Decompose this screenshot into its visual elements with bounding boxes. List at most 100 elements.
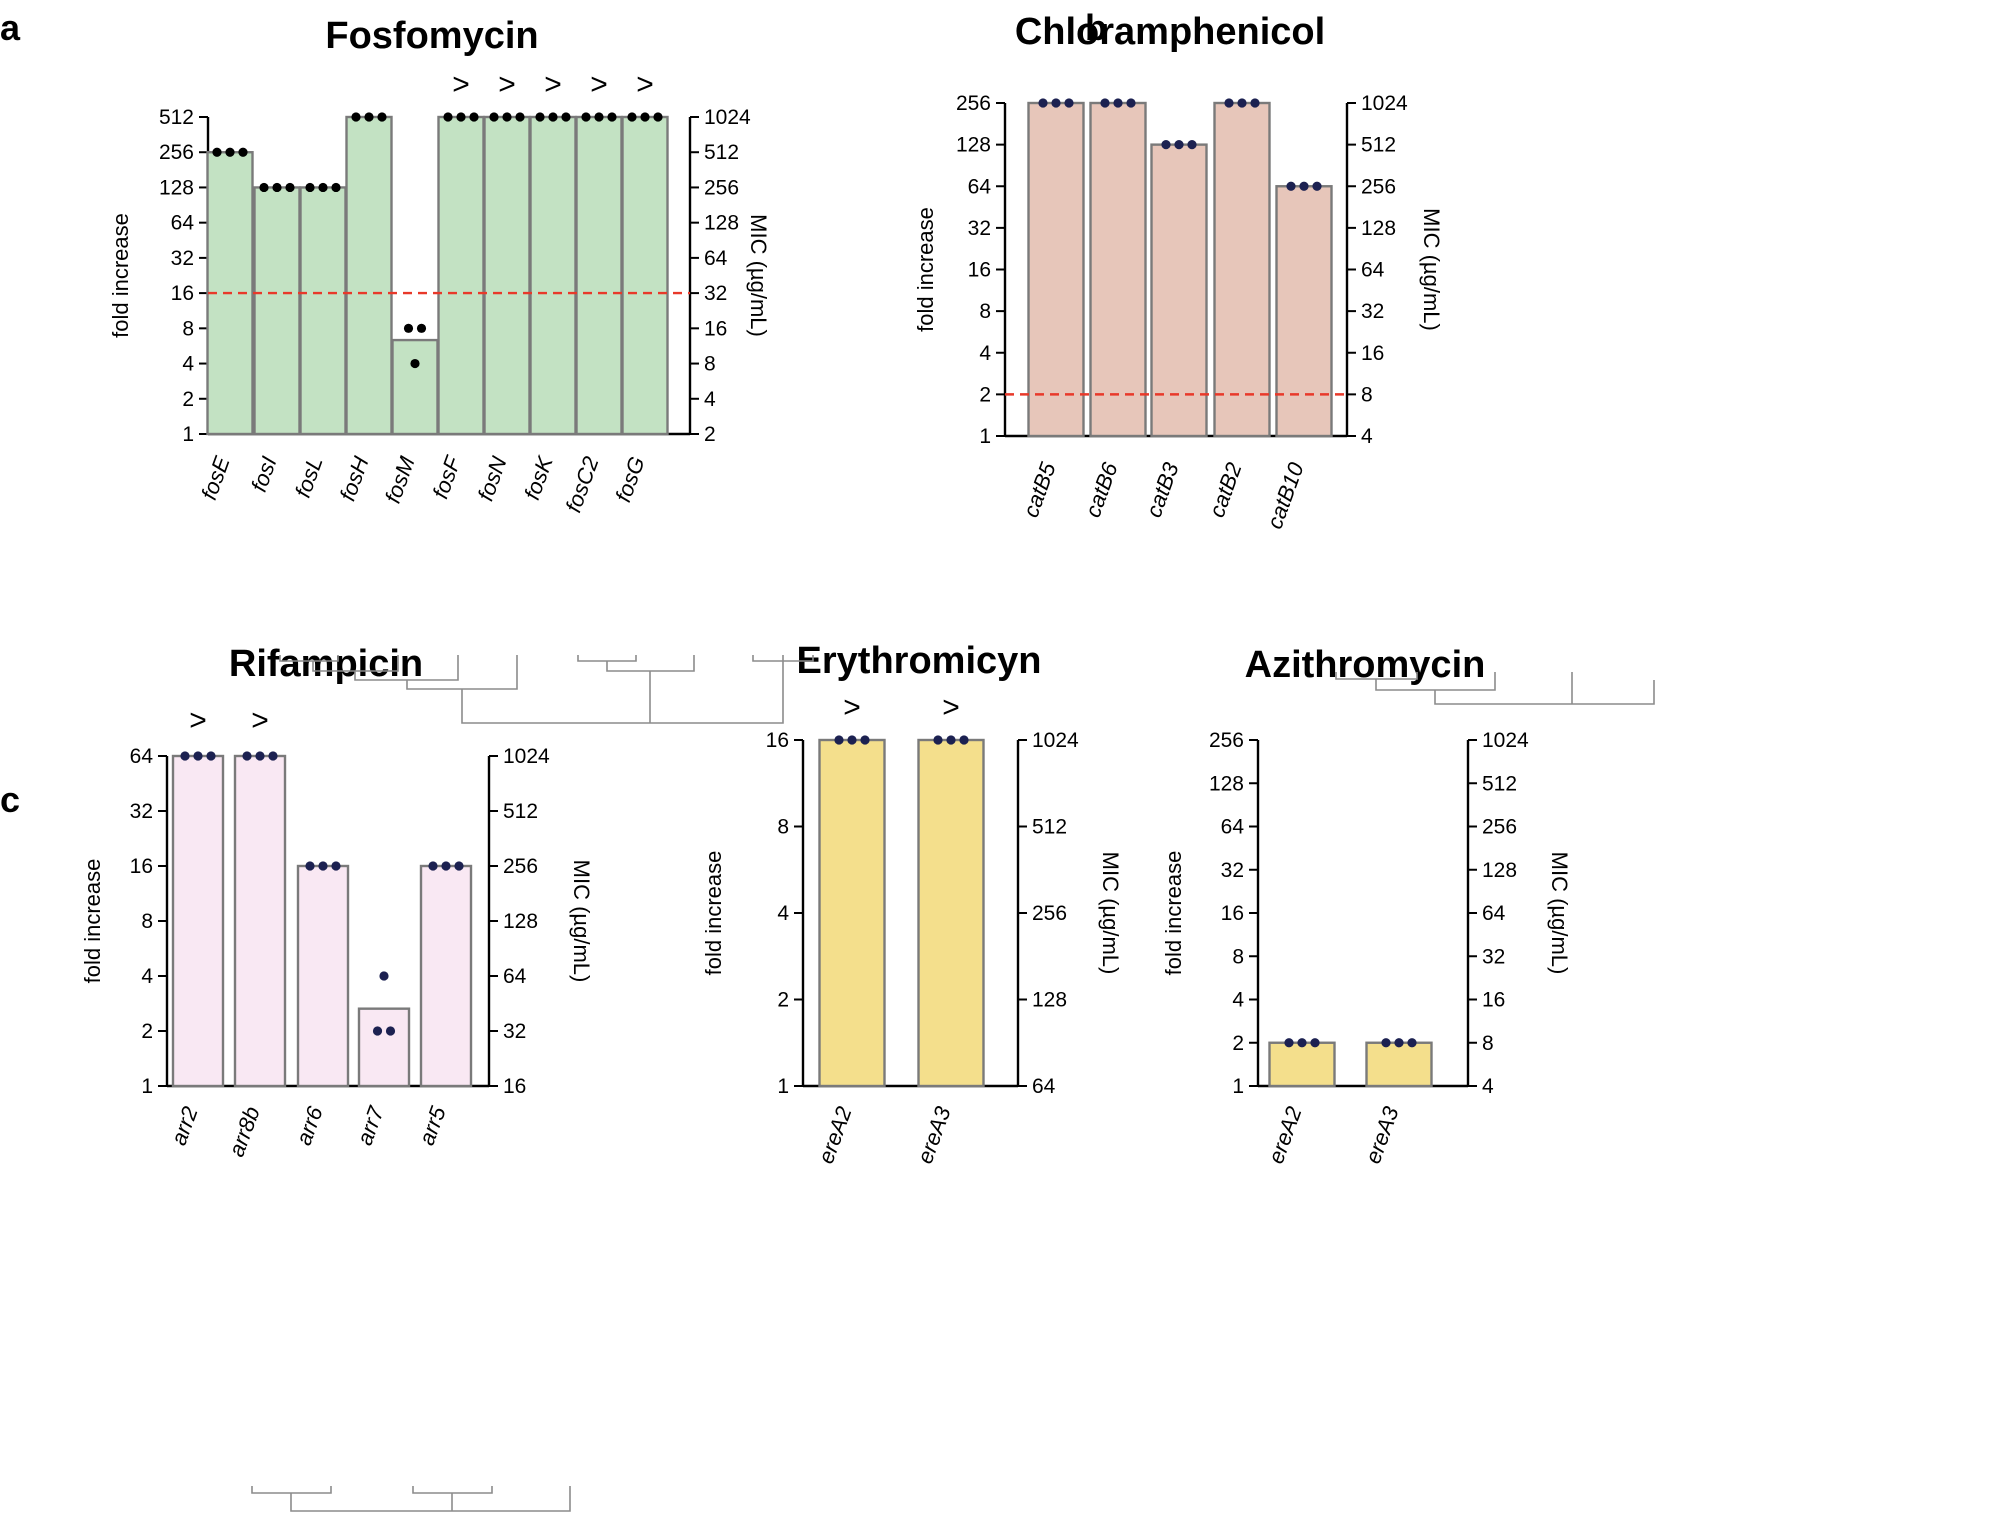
data-point xyxy=(933,735,943,745)
category-label: arr5 xyxy=(414,1102,451,1148)
category-label: fosF xyxy=(428,452,467,502)
y2-tick-label: 1024 xyxy=(1361,92,1408,115)
bar xyxy=(357,1007,411,1088)
y2-tick-label: 256 xyxy=(1361,175,1396,198)
data-point xyxy=(1038,98,1048,108)
data-point xyxy=(1187,140,1197,150)
data-point xyxy=(305,861,315,871)
greater-than-marker: > xyxy=(251,704,269,737)
data-point xyxy=(535,112,545,122)
y2-tick-label: 4 xyxy=(704,388,716,411)
y2-tick-label: 512 xyxy=(1032,816,1067,839)
bar xyxy=(171,754,225,1088)
y2-tick-label: 64 xyxy=(704,247,728,270)
y-tick-label: 2 xyxy=(1232,1032,1244,1055)
data-point xyxy=(489,112,499,122)
category-label: fosM xyxy=(380,453,420,507)
data-point xyxy=(193,751,203,761)
y2-tick-label: 4 xyxy=(1361,425,1373,448)
data-point xyxy=(331,861,341,871)
dendrogram-branch xyxy=(406,655,518,690)
data-point xyxy=(1237,98,1247,108)
chart-title: Chloramphenicol xyxy=(1015,11,1325,53)
dendrogram-branch xyxy=(290,1486,571,1512)
data-point xyxy=(515,112,525,122)
y2-tick-label: 128 xyxy=(704,212,739,235)
y2-tick-label: 128 xyxy=(1361,217,1396,240)
data-point xyxy=(502,112,512,122)
data-point xyxy=(1224,98,1234,108)
y2-tick-label: 4 xyxy=(1482,1075,1494,1098)
data-point xyxy=(410,358,420,369)
category-label: fosN xyxy=(473,453,512,504)
y-tick-label: 256 xyxy=(1209,729,1244,752)
data-point xyxy=(379,971,389,981)
bar xyxy=(1213,101,1271,438)
data-point xyxy=(653,112,663,122)
category-label: ereA3 xyxy=(912,1102,956,1166)
y-tick-label: 64 xyxy=(968,175,992,198)
data-point xyxy=(1381,1038,1391,1048)
bar xyxy=(483,115,531,436)
y-tick-label: 8 xyxy=(1232,945,1244,968)
y-tick-label: 16 xyxy=(1221,902,1244,925)
data-point xyxy=(305,182,315,193)
data-point xyxy=(1064,98,1074,108)
y2-tick-label: 512 xyxy=(1482,772,1517,795)
data-point xyxy=(372,1026,383,1036)
data-point xyxy=(285,182,295,193)
data-point xyxy=(428,861,438,871)
data-point xyxy=(1126,98,1136,108)
y-tick-label: 2 xyxy=(777,989,789,1012)
y-tick-label: 4 xyxy=(141,965,153,988)
greater-than-marker: > xyxy=(636,68,654,101)
y2-tick-label: 512 xyxy=(704,141,739,164)
bar xyxy=(1150,143,1208,438)
y2-tick-label: 256 xyxy=(1482,816,1517,839)
data-point xyxy=(364,112,374,122)
y-tick-label: 8 xyxy=(141,910,153,933)
bar xyxy=(233,754,287,1088)
bar xyxy=(1365,1041,1433,1088)
y2-tick-label: 64 xyxy=(1482,902,1506,925)
erythromycin-chart: Erythromicyn 1 64 2 128 4 256 8 512 16 1024 fold in… xyxy=(701,640,1123,1167)
data-point xyxy=(1284,1038,1294,1048)
y2-axis-label: MIC (µg/mL) xyxy=(1419,208,1444,331)
data-point xyxy=(946,735,956,745)
y-tick-label: 1 xyxy=(777,1075,789,1098)
panel-letter-b: b xyxy=(1085,7,1107,48)
data-point xyxy=(225,147,235,157)
category-label: catB10 xyxy=(1262,458,1309,532)
dendrogram-branch xyxy=(279,655,339,662)
category-label: arr2 xyxy=(166,1103,203,1148)
y-tick-label: 4 xyxy=(182,353,194,376)
category-label: fosE xyxy=(196,453,235,503)
category-label: arr6 xyxy=(291,1102,328,1148)
y2-axis-label: MIC (µg/mL) xyxy=(1547,852,1572,975)
y2-tick-label: 1024 xyxy=(1482,729,1529,752)
data-point xyxy=(441,861,451,871)
data-point xyxy=(206,751,216,761)
bar xyxy=(621,115,669,436)
y-tick-label: 8 xyxy=(979,300,991,323)
y2-axis-label: MIC (µg/mL) xyxy=(1098,852,1123,975)
data-point xyxy=(834,735,844,745)
category-label: catB5 xyxy=(1018,458,1061,520)
panel-letter-c: c xyxy=(0,779,20,820)
greater-than-marker: > xyxy=(942,691,960,724)
data-point xyxy=(959,735,969,745)
category-label: fosC2 xyxy=(561,453,604,516)
y2-tick-label: 1024 xyxy=(704,106,751,129)
y2-tick-label: 32 xyxy=(503,1020,526,1043)
category-label: fosI xyxy=(246,453,282,495)
y2-tick-label: 1024 xyxy=(1032,729,1079,752)
bar xyxy=(1027,101,1085,438)
y-tick-label: 256 xyxy=(159,141,194,164)
data-point xyxy=(1100,98,1110,108)
data-point xyxy=(1407,1038,1417,1048)
data-point xyxy=(443,112,453,122)
y-tick-label: 128 xyxy=(1209,772,1244,795)
y-tick-label: 32 xyxy=(171,247,194,270)
category-label: fosL xyxy=(290,453,328,501)
